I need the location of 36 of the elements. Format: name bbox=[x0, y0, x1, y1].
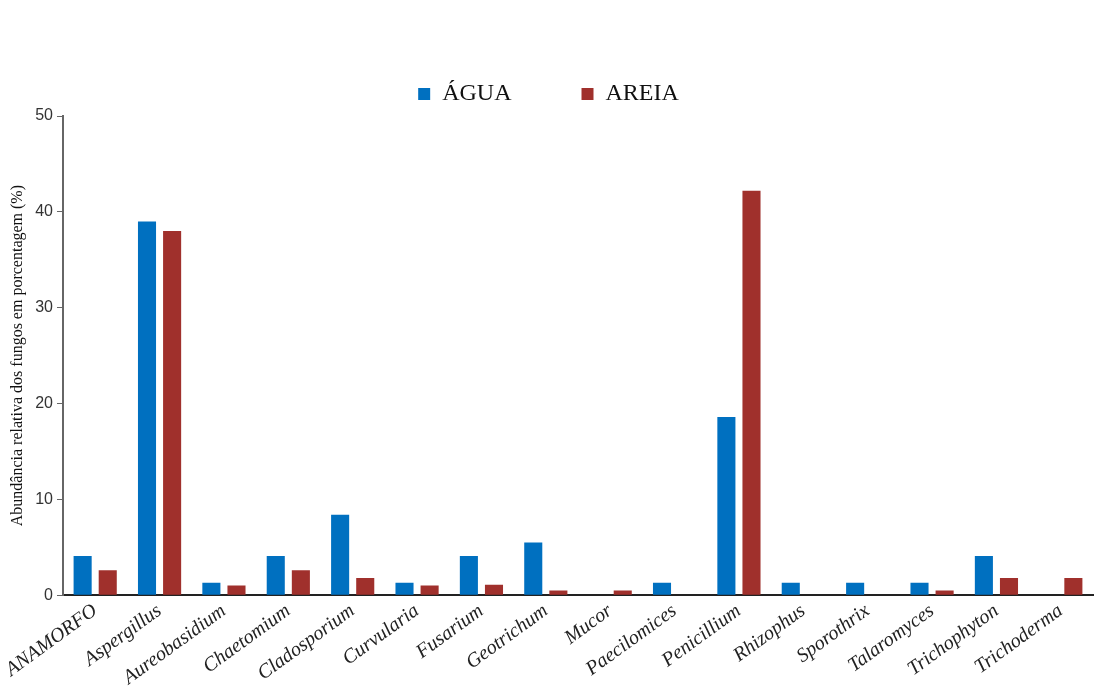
y-tick-label: 30 bbox=[35, 298, 54, 316]
bar bbox=[652, 582, 672, 595]
bar bbox=[420, 585, 439, 595]
bar bbox=[202, 582, 221, 595]
bar bbox=[974, 555, 993, 595]
bar bbox=[395, 582, 414, 595]
legend-label: AREIA bbox=[605, 79, 680, 106]
y-tick-label: 40 bbox=[35, 202, 54, 220]
bar bbox=[484, 584, 504, 595]
y-tick-label: 20 bbox=[35, 393, 54, 411]
bar bbox=[935, 590, 954, 595]
legend-label: ÁGUA bbox=[442, 79, 513, 106]
bar bbox=[524, 542, 543, 595]
bar bbox=[999, 577, 1019, 595]
bar bbox=[846, 582, 865, 595]
y-tick-label: 50 bbox=[35, 106, 54, 124]
y-tick-label: 10 bbox=[35, 489, 54, 507]
bar bbox=[137, 221, 157, 595]
bar bbox=[910, 582, 929, 595]
bar bbox=[291, 570, 310, 595]
bar bbox=[73, 555, 92, 595]
bar bbox=[781, 582, 800, 595]
y-tick-label: 0 bbox=[44, 585, 54, 603]
bar bbox=[742, 190, 761, 595]
bar bbox=[549, 590, 568, 595]
bar bbox=[266, 555, 285, 595]
bar bbox=[459, 555, 478, 595]
bar bbox=[227, 585, 246, 595]
bar bbox=[1064, 577, 1083, 595]
bar bbox=[613, 590, 632, 595]
y-axis-title: Abundância relativa dos fungos em porcentagem (%) bbox=[7, 184, 26, 527]
bar bbox=[717, 416, 736, 595]
bar bbox=[331, 514, 350, 595]
bar bbox=[98, 570, 117, 595]
bar bbox=[356, 577, 375, 595]
bar bbox=[163, 231, 182, 595]
